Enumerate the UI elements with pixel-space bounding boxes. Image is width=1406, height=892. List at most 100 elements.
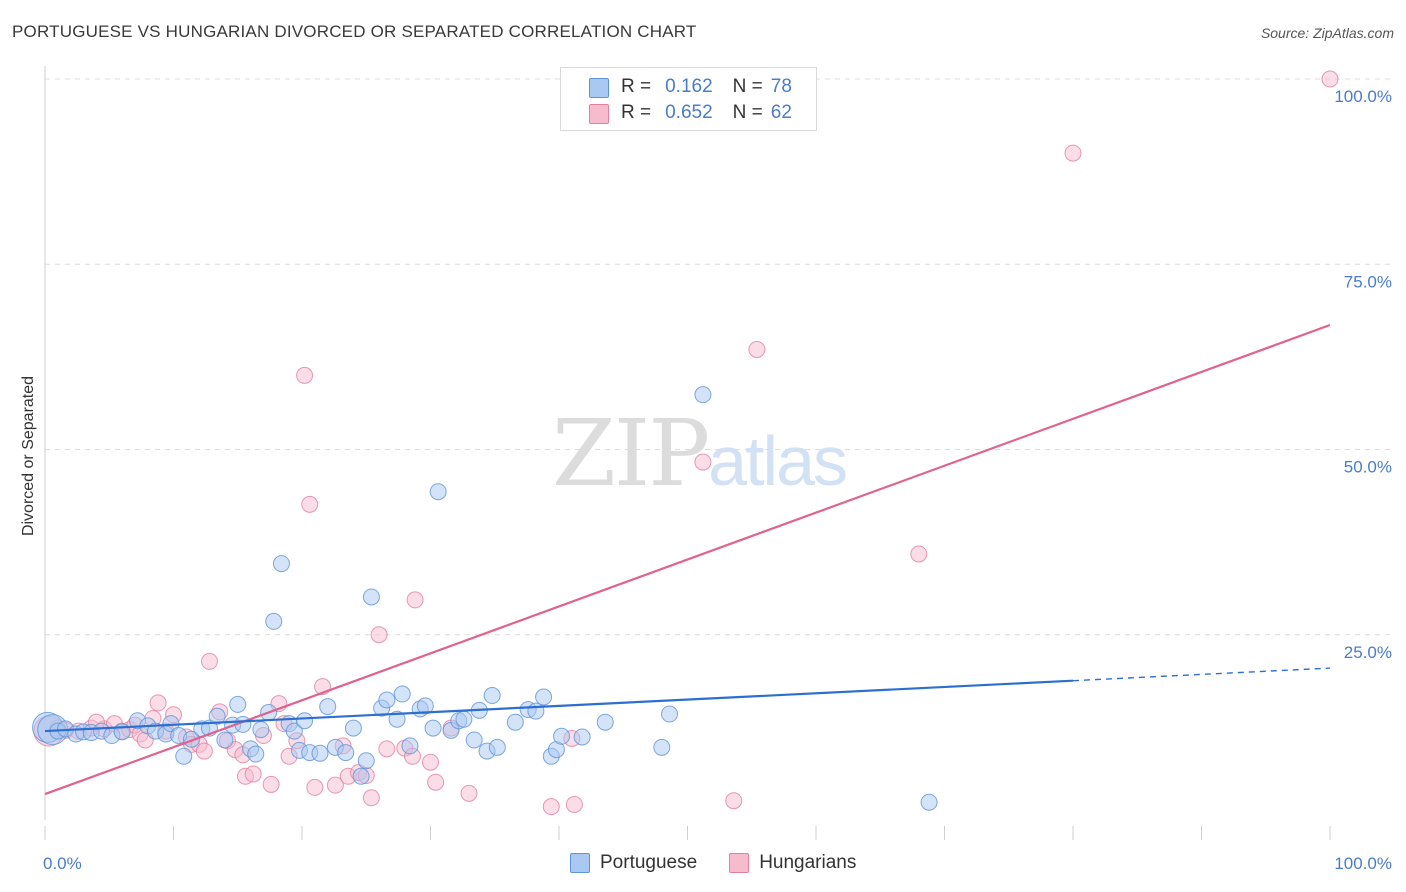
portuguese-point <box>208 707 226 725</box>
portuguese-point <box>694 386 712 404</box>
y-tick-label: 25.0% <box>1344 643 1392 662</box>
portuguese-point <box>252 721 270 739</box>
portuguese-points <box>32 386 938 811</box>
y-axis-label: Divorced or Separated <box>20 376 37 536</box>
legend-swatch-portuguese <box>589 78 609 98</box>
chart-title: PORTUGUESE VS HUNGARIAN DIVORCED OR SEPA… <box>12 22 697 41</box>
portuguese-point <box>344 719 362 737</box>
portuguese-point <box>311 744 329 762</box>
grid <box>45 78 1392 636</box>
legend-r-value: 0.652 <box>665 102 713 123</box>
hungarians-point <box>1321 70 1339 88</box>
y-tick-label: 100.0% <box>1334 87 1392 106</box>
watermark-atlas: atlas <box>708 422 848 500</box>
portuguese-trend-line <box>44 679 1074 733</box>
hungarians-point <box>326 776 344 794</box>
portuguese-point <box>455 710 473 728</box>
hungarians-point <box>301 495 319 513</box>
legend: R = 0.162 N = 78 R = 0.652 N = 62 <box>560 67 817 131</box>
portuguese-point <box>247 745 265 763</box>
watermark-zip: ZIP <box>552 400 710 507</box>
portuguese-point <box>488 738 506 756</box>
legend-r-label: R = <box>621 102 652 123</box>
portuguese-point <box>429 483 447 501</box>
portuguese-point <box>357 752 375 770</box>
legend-row-hungarians: R = 0.652 N = 62 <box>621 101 792 125</box>
chart-source: Source: ZipAtlas.com <box>1260 25 1394 41</box>
portuguese-point <box>388 710 406 728</box>
legend-n-label: N = <box>732 76 763 97</box>
hungarians-point <box>725 792 743 810</box>
portuguese-point <box>229 695 247 713</box>
portuguese-point <box>285 722 303 740</box>
hungarians-point <box>262 775 280 793</box>
portuguese-point <box>661 705 679 723</box>
portuguese-point <box>506 713 524 731</box>
portuguese-point <box>535 688 553 706</box>
portuguese-point <box>596 713 614 731</box>
portuguese-point <box>272 555 290 573</box>
hungarians-point <box>378 740 396 758</box>
portuguese-point <box>424 719 442 737</box>
bottom-legend: Portuguese Hungarians <box>570 852 856 874</box>
hungarians-point <box>306 778 324 796</box>
bottom-legend-swatch-portuguese <box>570 853 590 873</box>
x-tick-label: 100.0% <box>1334 854 1392 873</box>
portuguese-trend-extension <box>1072 667 1331 682</box>
hungarians-point <box>910 545 928 563</box>
legend-row-portuguese: R = 0.162 N = 78 <box>621 75 792 99</box>
portuguese-point <box>378 691 396 709</box>
hungarians-point <box>296 366 314 384</box>
portuguese-point <box>393 685 411 703</box>
portuguese-point <box>416 697 434 715</box>
hungarians-point <box>370 626 388 644</box>
portuguese-point <box>920 793 938 811</box>
hungarians-point <box>200 652 218 670</box>
legend-n-value: 78 <box>770 76 792 97</box>
bottom-legend-label-portuguese: Portuguese <box>600 852 698 873</box>
hungarians-point <box>422 753 439 771</box>
portuguese-point <box>401 737 419 755</box>
bottom-legend-label-hungarians: Hungarians <box>759 852 857 873</box>
legend-r-label: R = <box>621 76 652 97</box>
portuguese-point <box>319 698 337 716</box>
hungarians-trend-line <box>44 323 1331 796</box>
legend-n-value: 62 <box>770 102 792 123</box>
hungarians-point <box>460 784 478 802</box>
hungarians-point <box>195 742 213 760</box>
portuguese-point <box>362 588 380 606</box>
hungarians-point <box>1064 144 1082 162</box>
portuguese-point <box>175 747 193 765</box>
portuguese-point <box>182 730 200 748</box>
hungarians-point <box>542 798 560 816</box>
axes: 25.0% 50.0% 75.0% 100.0% 0.0% 100.0% <box>43 66 1392 873</box>
watermark: ZIPatlas <box>552 400 848 507</box>
hungarians-point <box>565 795 583 813</box>
portuguese-point <box>573 728 591 746</box>
portuguese-point <box>216 731 234 749</box>
hungarians-point <box>362 789 380 807</box>
hungarians-point <box>427 773 445 791</box>
hungarians-point <box>748 340 766 358</box>
y-tick-label: 50.0% <box>1344 458 1392 477</box>
portuguese-point <box>465 731 483 749</box>
hungarians-point <box>406 591 424 609</box>
portuguese-point <box>296 712 314 730</box>
trend-lines <box>44 323 1331 796</box>
portuguese-point <box>483 687 501 705</box>
hungarians-point <box>149 694 167 712</box>
legend-n-label: N = <box>732 102 763 123</box>
portuguese-point <box>337 744 355 762</box>
y-tick-label: 75.0% <box>1344 272 1392 291</box>
portuguese-point <box>653 738 671 756</box>
bottom-legend-swatch-hungarians <box>729 853 750 873</box>
portuguese-point <box>265 612 283 630</box>
portuguese-point <box>352 767 370 785</box>
x-tick-label: 0.0% <box>43 854 82 873</box>
hungarians-point <box>244 765 262 783</box>
hungarians-point <box>694 453 712 471</box>
portuguese-point <box>527 702 545 720</box>
portuguese-point <box>553 727 571 745</box>
legend-swatch-hungarians <box>589 104 609 124</box>
